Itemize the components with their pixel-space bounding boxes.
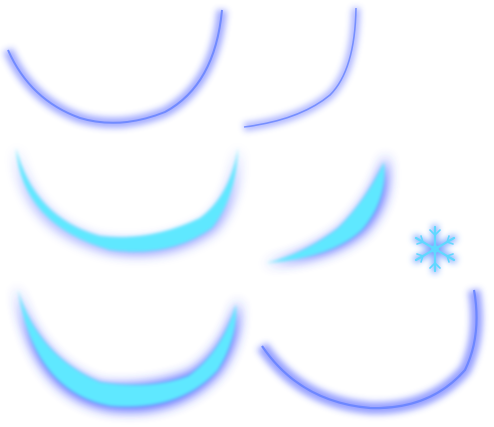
- thick-slash-arc: [16, 286, 240, 412]
- medium-slash-arc: [16, 148, 239, 255]
- thin-slash-arc-3: [257, 288, 483, 415]
- thin-slash-arc-2: [243, 7, 360, 131]
- thin-slash-arc-1: [3, 9, 227, 128]
- crescent-slash-right: [264, 155, 389, 264]
- snowflake-icon: [412, 225, 458, 273]
